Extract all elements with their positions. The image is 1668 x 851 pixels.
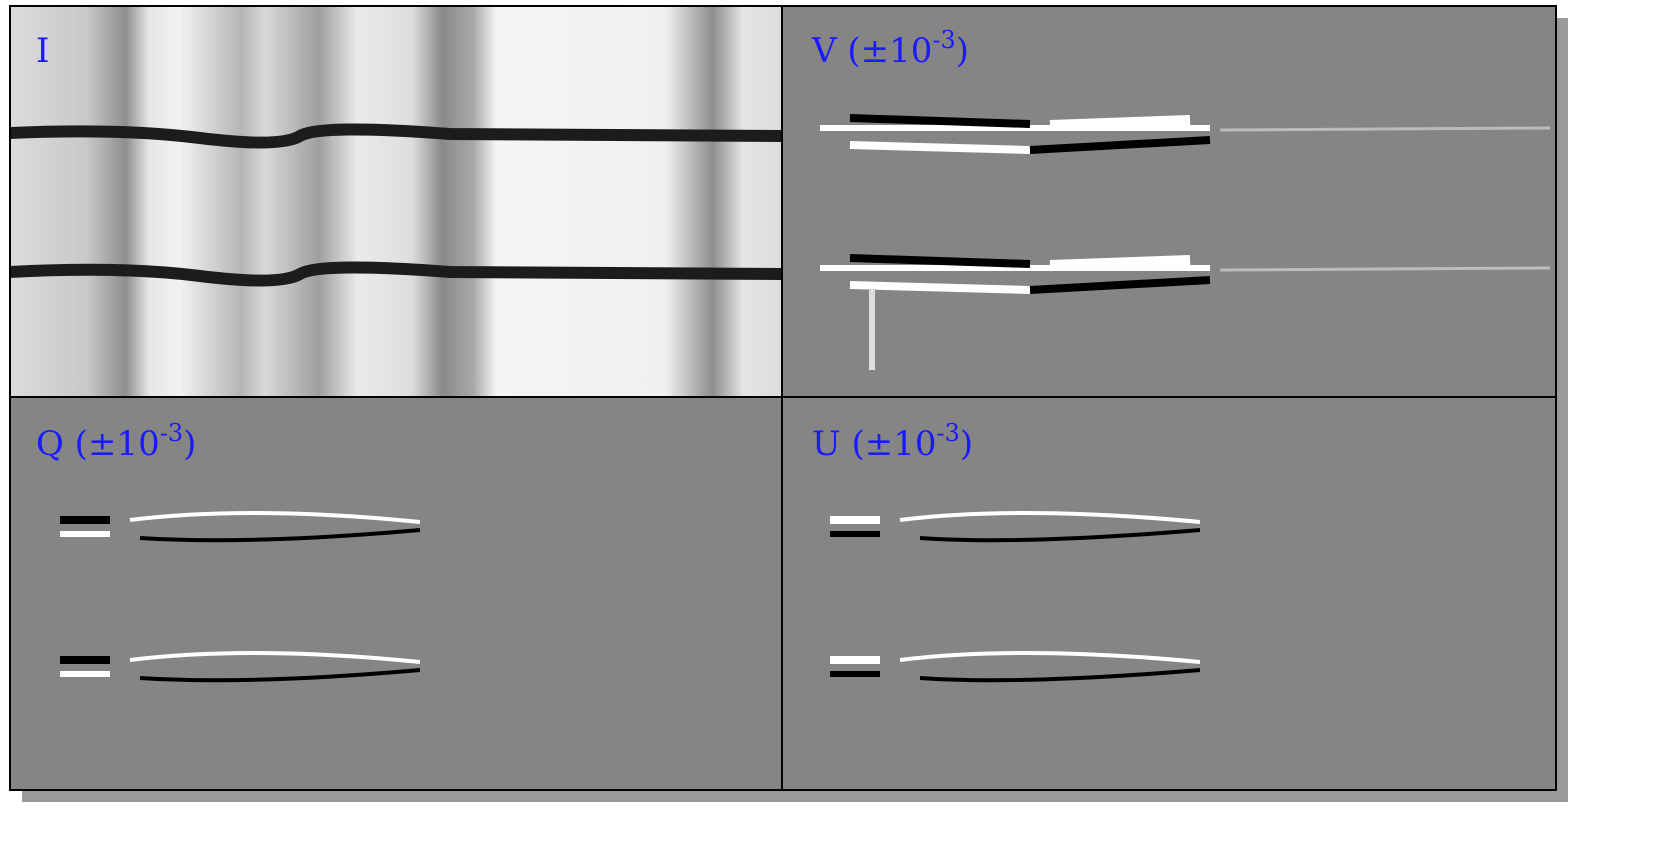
exponent: -3: [936, 419, 959, 447]
panel-label: Q (±10-3): [36, 419, 196, 464]
intensity-image: [10, 6, 782, 397]
suffix: ): [960, 424, 973, 464]
panel-label: I: [36, 31, 49, 71]
label: I: [36, 31, 49, 71]
panel-label: V (±10-3): [811, 26, 969, 71]
spectral-line: [9, 123, 783, 149]
panel-label: U (±10-3): [812, 419, 973, 464]
label: Q (±10: [36, 424, 160, 464]
q-signal: [60, 510, 421, 683]
spectral-line: [9, 261, 783, 287]
exponent: -3: [160, 419, 183, 447]
suffix: ): [956, 31, 969, 71]
label: U (±10: [812, 424, 936, 464]
v-signal: [820, 114, 1551, 370]
u-signal: [830, 510, 1201, 683]
label: V (±10: [811, 31, 932, 71]
frame-border: [9, 5, 1557, 791]
exponent: -3: [932, 26, 955, 54]
suffix: ): [183, 424, 196, 464]
